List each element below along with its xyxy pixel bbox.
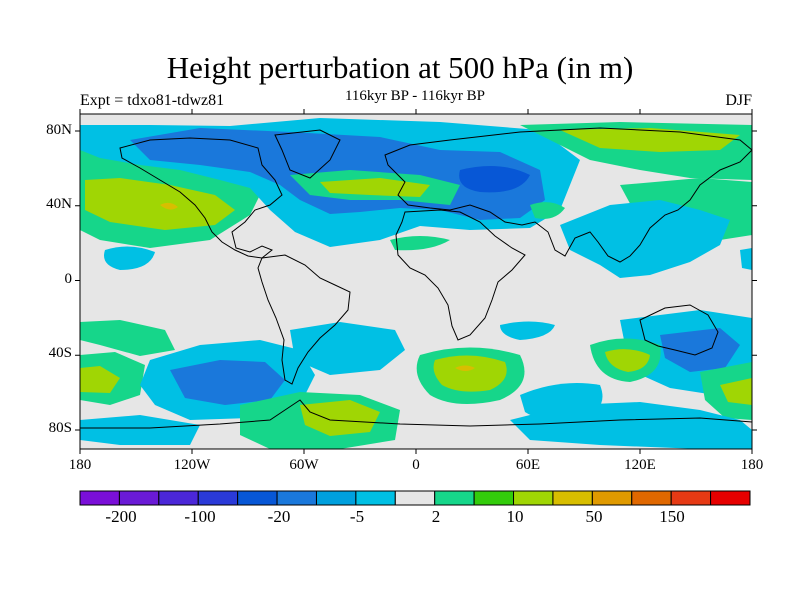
colorbar-swatch — [394, 490, 436, 506]
lat-tick-label: 40N — [46, 196, 72, 212]
lon-tick-label: 0 — [412, 457, 420, 473]
colorbar-label: 50 — [585, 507, 603, 526]
coast-north-america — [119, 137, 283, 259]
colorbar-swatch — [118, 490, 160, 506]
contour-positive — [530, 202, 565, 219]
colorbar-label: 10 — [506, 507, 524, 526]
contour-negative — [170, 360, 285, 405]
axis-ticks — [75, 109, 757, 454]
colorbar-swatch — [355, 490, 396, 506]
colorbar-swatch — [631, 490, 672, 506]
contour-negative — [290, 322, 405, 375]
lon-tick-label: 60E — [515, 457, 541, 473]
colorbar-label: -200 — [105, 507, 137, 526]
colorbar-swatch — [552, 490, 593, 506]
colorbar-label: -5 — [349, 507, 365, 526]
lon-tick-label: 120W — [173, 457, 211, 473]
contour-positive — [300, 400, 380, 436]
coastlines — [80, 127, 752, 429]
colorbar-swatch — [237, 490, 278, 506]
colorbar-swatch — [434, 490, 475, 506]
contour-strong-negative — [459, 166, 530, 193]
lat-tick-label: 40S — [48, 345, 72, 361]
lon-tick-label: 180 — [68, 457, 92, 473]
contour-positive — [605, 349, 650, 372]
season-label: DJF — [725, 92, 752, 109]
coast-africa — [395, 209, 526, 341]
colorbar-swatch — [276, 490, 317, 506]
coast-australia — [639, 304, 719, 356]
coast-south-america — [257, 254, 351, 385]
colorbar-swatch — [670, 490, 712, 506]
contour-positive — [390, 236, 450, 251]
coast-antarctica — [80, 399, 752, 429]
contour-fields — [80, 118, 752, 449]
contour-negative — [80, 415, 200, 445]
chart-title: Height perturbation at 500 hPa (in m) — [166, 50, 634, 85]
lon-tick-label: 60W — [289, 457, 319, 473]
colorbar-swatch — [315, 490, 357, 506]
colorbar-label: 2 — [431, 507, 441, 526]
colorbar-swatch — [473, 490, 515, 506]
contour-strong-positive — [160, 202, 178, 210]
colorbar-swatch — [158, 490, 199, 506]
coast-greenland — [274, 129, 341, 179]
colorbar-swatch — [79, 490, 120, 506]
contour-positive — [80, 366, 120, 393]
chart-subtitle: 116kyr BP - 116kyr BP — [344, 88, 485, 104]
lon-tick-label: 180 — [740, 457, 764, 473]
contour-negative — [510, 402, 752, 449]
contour-positive — [85, 178, 235, 230]
contour-positive — [433, 355, 507, 392]
colorbar-swatch — [513, 490, 554, 506]
experiment-label: Expt = tdxo81-tdwz81 — [80, 92, 225, 109]
contour-strong-positive — [455, 365, 475, 371]
lat-tick-label: 80S — [48, 420, 72, 436]
coast-eurasia — [384, 127, 752, 263]
contour-positive — [720, 378, 752, 405]
contour-negative — [500, 321, 555, 340]
contour-negative — [660, 328, 740, 372]
colorbar-swatch — [710, 490, 751, 506]
contour-negative — [560, 200, 730, 278]
contour-negative — [740, 248, 752, 270]
lon-tick-label: 120E — [624, 457, 656, 473]
colorbar-swatch — [591, 490, 633, 506]
contour-positive — [320, 178, 430, 197]
colorbar — [79, 490, 751, 506]
lat-tick-label: 80N — [46, 122, 72, 138]
colorbar-swatch — [197, 490, 239, 506]
lat-tick-label: 0 — [64, 271, 73, 287]
contour-positive — [80, 320, 175, 356]
colorbar-label: -20 — [267, 507, 291, 526]
contour-negative — [104, 246, 155, 270]
colorbar-label: 150 — [659, 507, 685, 526]
colorbar-label: -100 — [184, 507, 216, 526]
